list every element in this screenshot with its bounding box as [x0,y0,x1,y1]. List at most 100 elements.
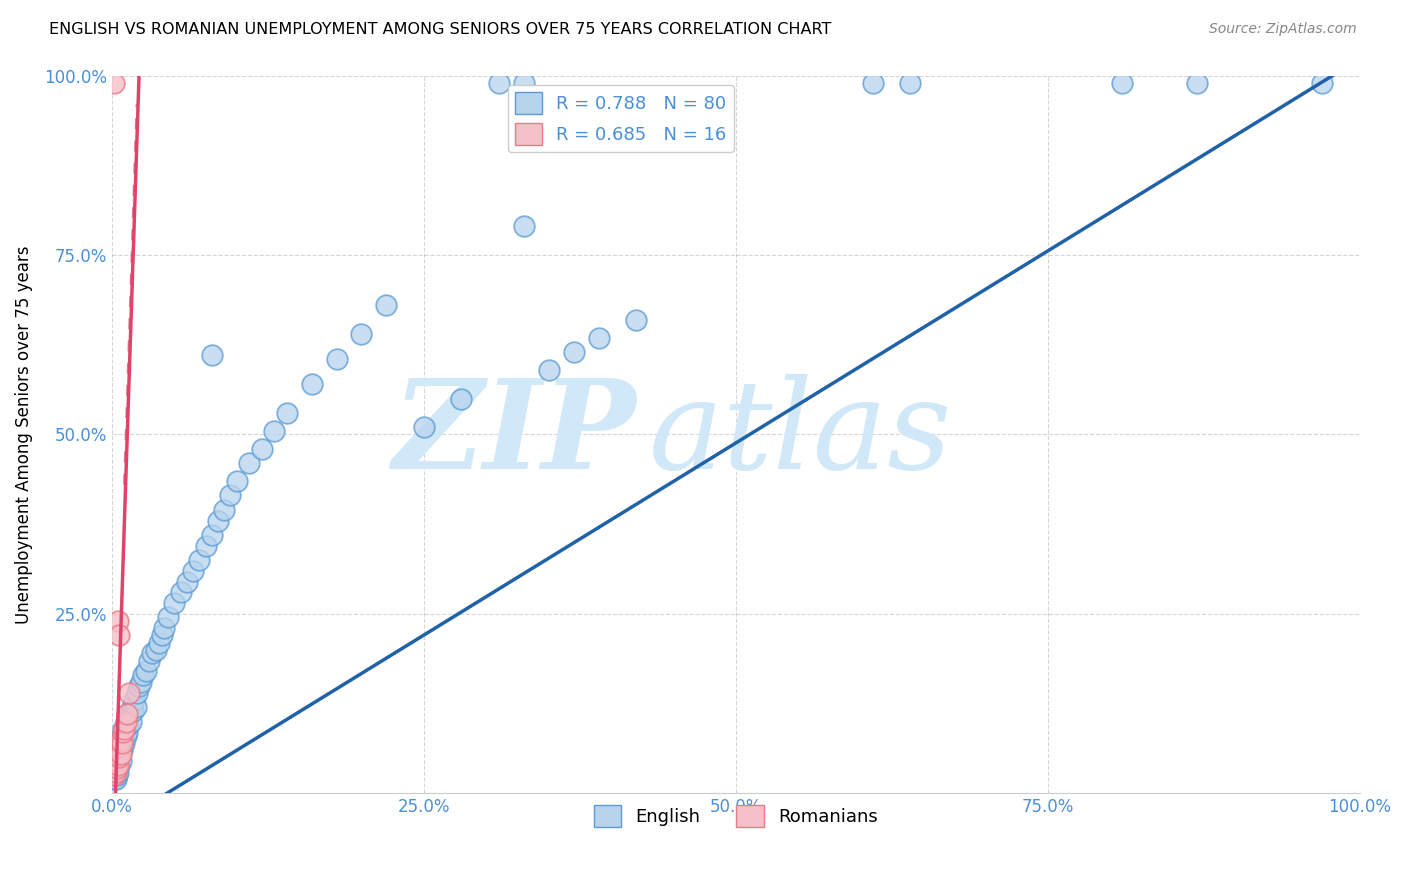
Point [163,596,186,610]
Point [110,732,132,747]
Point [108,750,131,764]
Legend: English, Romanians: English, Romanians [586,798,884,835]
Point [115,725,138,739]
Point [104,743,127,757]
Point [103,768,125,782]
Point [110,754,132,768]
Point [225,474,247,488]
Point [114,725,136,739]
Point [103,772,125,786]
Point [108,628,131,642]
Point [250,442,273,456]
Text: ZIP: ZIP [392,374,636,495]
Point [114,714,136,729]
Point [114,729,136,743]
Point [125,686,148,700]
Point [412,420,434,434]
Point [108,757,131,772]
Point [900,76,922,90]
Point [105,761,128,775]
Text: atlas: atlas [648,374,952,495]
Point [114,714,136,729]
Point [107,757,129,772]
Point [1187,76,1209,90]
Point [150,628,173,642]
Point [157,610,180,624]
Point [219,488,242,502]
Point [862,76,884,90]
Point [276,406,298,420]
Point [238,456,260,470]
Point [138,654,160,668]
Point [201,349,224,363]
Point [207,514,229,528]
Point [176,574,198,589]
Point [107,764,129,779]
Point [107,736,129,750]
Point [112,736,135,750]
Point [103,761,125,775]
Point [128,679,150,693]
Point [263,424,285,438]
Point [350,326,373,341]
Point [488,76,510,90]
Point [112,725,135,739]
Point [104,764,127,779]
Point [110,743,132,757]
Point [118,707,141,722]
Point [104,747,127,761]
Point [118,686,141,700]
Point [115,711,138,725]
Point [562,344,585,359]
Point [115,707,138,722]
Point [111,729,134,743]
Point [153,621,176,635]
Point [117,718,139,732]
Point [121,700,143,714]
Point [107,614,129,628]
Point [103,750,125,764]
Point [122,704,145,718]
Point [188,553,211,567]
Point [103,757,125,772]
Point [104,757,127,772]
Point [141,646,163,660]
Point [108,747,131,761]
Point [124,700,146,714]
Point [105,761,128,775]
Point [145,642,167,657]
Point [450,392,472,406]
Point [108,739,131,754]
Point [110,747,132,761]
Point [104,764,127,779]
Point [103,76,125,90]
Point [107,747,129,761]
Point [325,352,347,367]
Point [107,757,129,772]
Point [103,768,125,782]
Y-axis label: Unemployment Among Seniors over 75 years: Unemployment Among Seniors over 75 years [15,245,32,624]
Point [169,585,191,599]
Point [132,668,155,682]
Point [105,768,128,782]
Point [148,635,170,649]
Point [588,330,610,344]
Point [105,747,128,761]
Point [1111,76,1133,90]
Point [201,528,224,542]
Point [105,754,128,768]
Point [212,503,235,517]
Point [114,736,136,750]
Point [111,736,134,750]
Point [129,675,152,690]
Point [111,743,134,757]
Point [301,377,323,392]
Point [114,722,136,736]
Point [537,363,560,377]
Point [512,76,534,90]
Point [124,693,146,707]
Point [105,754,128,768]
Point [135,665,157,679]
Point [512,219,534,234]
Point [104,772,127,786]
